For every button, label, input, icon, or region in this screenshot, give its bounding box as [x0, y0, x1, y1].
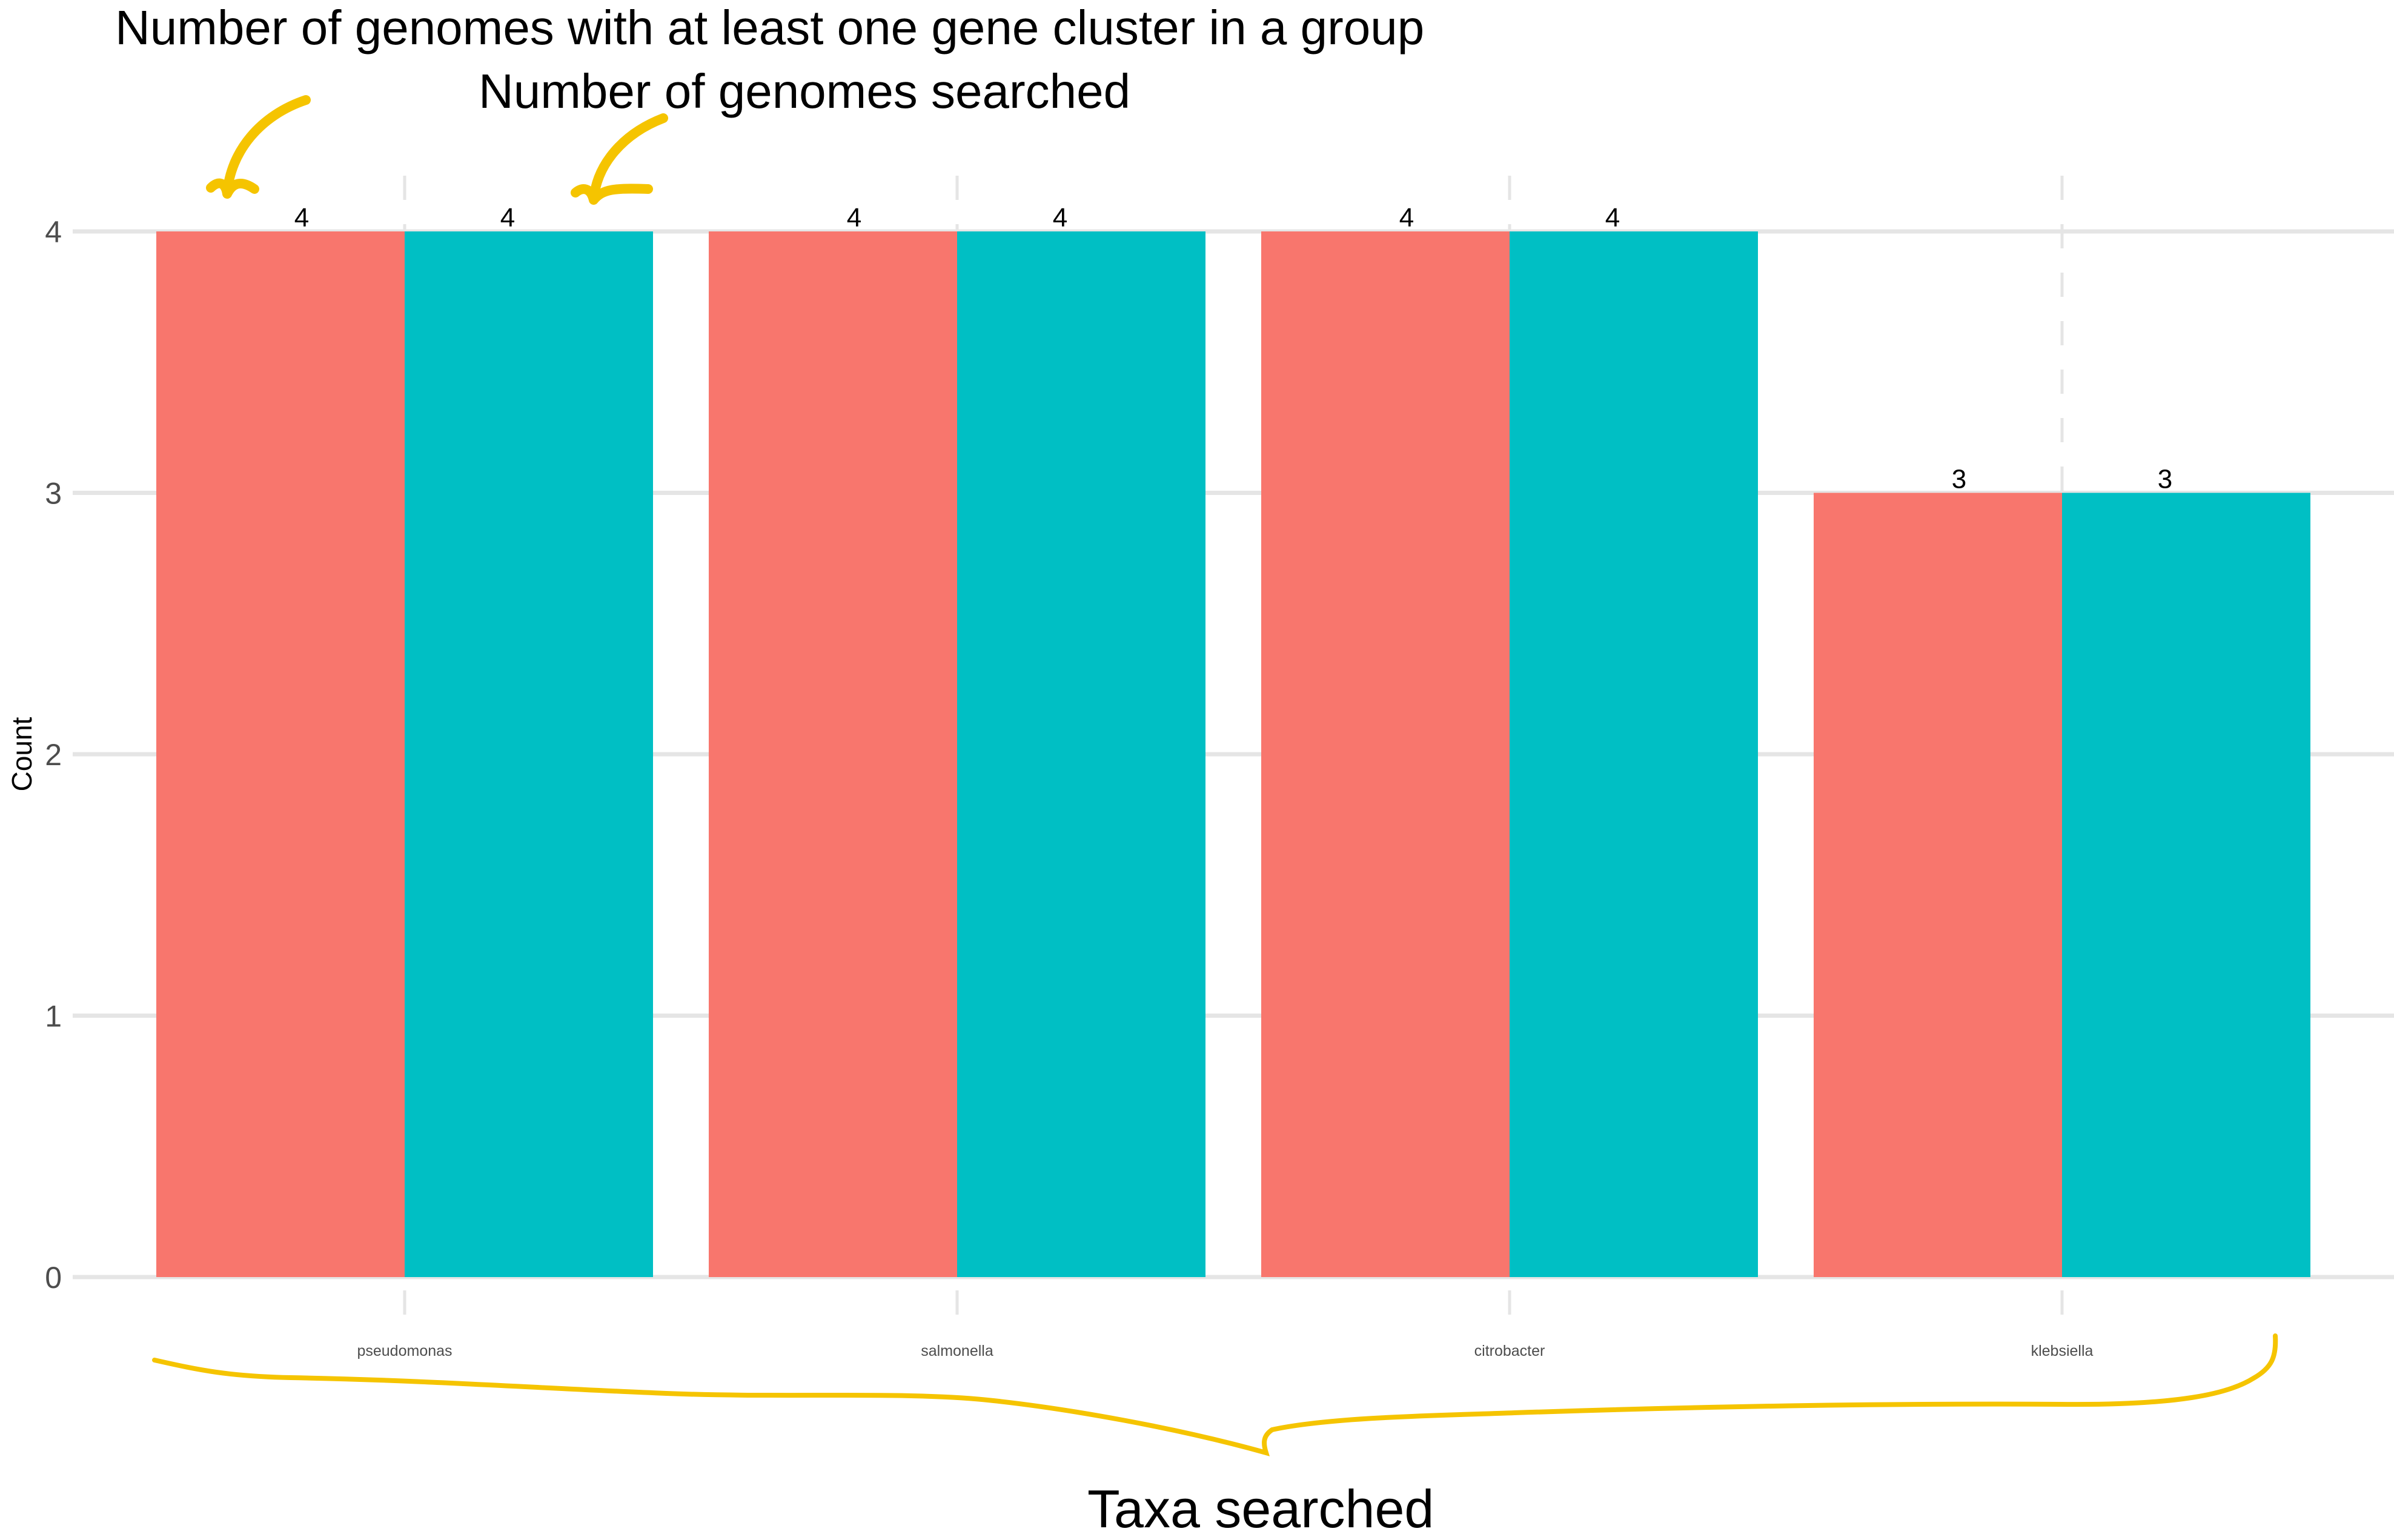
- labels-layer: 4 4 4 3 4 4 4 3: [294, 203, 2172, 494]
- bar-klebsiella-series-2: [2062, 493, 2310, 1277]
- x-tick-label-pseudomonas: pseudomonas: [357, 1343, 452, 1359]
- data-label-pseudomonas-series-1: 4: [294, 203, 309, 233]
- annotation-x-axis: Taxa searched: [1087, 1479, 1434, 1539]
- bar-pseudomonas-series-1: [156, 231, 405, 1277]
- data-label-citrobacter-series-2: 4: [1605, 203, 1620, 233]
- x-tick-label-citrobacter: citrobacter: [1474, 1343, 1545, 1359]
- x-tick-label-salmonella: salmonella: [921, 1343, 993, 1359]
- bar-citrobacter-series-2: [1510, 231, 1758, 1277]
- y-tick-label-0: 0: [45, 1261, 62, 1295]
- data-label-citrobacter-series-1: 4: [1399, 203, 1414, 233]
- y-tick-label-3: 3: [45, 477, 62, 511]
- bar-klebsiella-series-1: [1814, 493, 2062, 1277]
- data-label-pseudomonas-series-2: 4: [500, 203, 515, 233]
- arrow-to-series-b: [571, 113, 668, 205]
- data-label-salmonella-series-1: 4: [847, 203, 861, 233]
- annotation-series-b: Number of genomes searched: [479, 64, 1131, 118]
- data-label-salmonella-series-2: 4: [1053, 203, 1067, 233]
- arrow-to-series-a: [206, 95, 311, 199]
- bar-salmonella-series-1: [709, 231, 957, 1277]
- annotation-marks: [152, 95, 2278, 1456]
- x-axis-brace: [152, 1333, 2278, 1456]
- bar-citrobacter-series-1: [1261, 231, 1510, 1277]
- y-tick-label-2: 2: [45, 738, 62, 772]
- annotation-series-a: Number of genomes with at least one gene…: [115, 1, 1425, 55]
- x-tick-label-klebsiella: klebsiella: [2031, 1343, 2094, 1359]
- y-tick-label-1: 1: [45, 1000, 62, 1034]
- bar-salmonella-series-2: [957, 231, 1205, 1277]
- y-axis-title: Count: [6, 717, 38, 791]
- bar-pseudomonas-series-2: [405, 231, 653, 1277]
- y-tick-label-4: 4: [45, 215, 62, 249]
- axis-layer: 0 1 2 3 4 pseudomonas salmonella citrobacter kle…: [6, 215, 2094, 1359]
- data-label-klebsiella-series-2: 3: [2158, 465, 2172, 494]
- data-label-klebsiella-series-1: 3: [1952, 465, 1966, 494]
- bars-layer: [156, 231, 2310, 1277]
